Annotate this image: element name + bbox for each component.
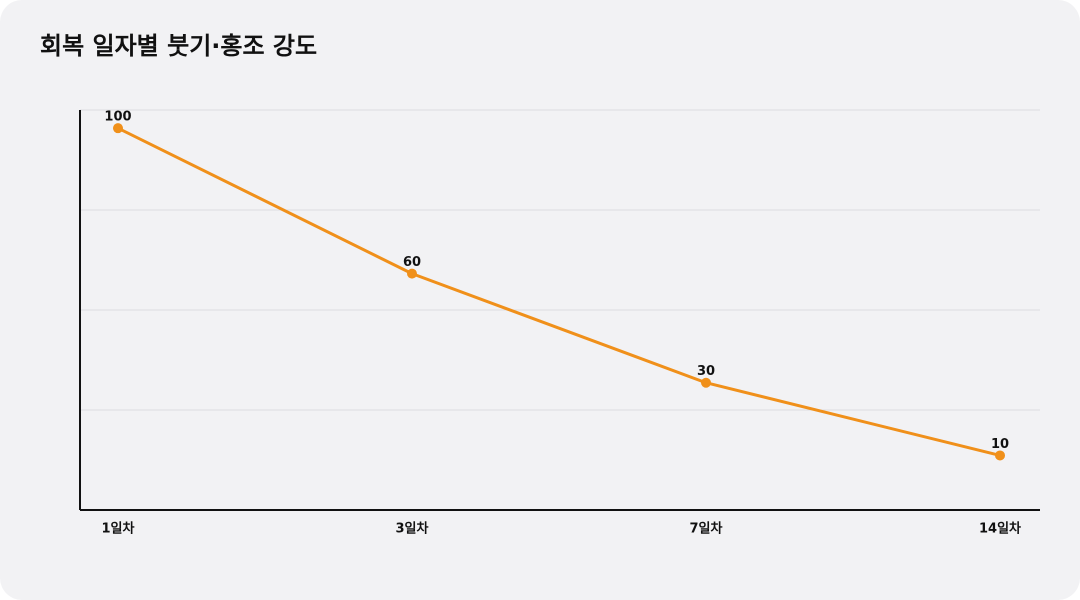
x-tick-label: 7일차: [690, 521, 723, 537]
data-label: 10: [991, 437, 1009, 452]
data-point: [701, 377, 711, 388]
x-tick-label: 14일차: [979, 521, 1021, 537]
data-point: [407, 268, 417, 279]
data-label: 30: [697, 364, 715, 379]
chart-title: 회복 일자별 붓기·홍조 강도: [40, 32, 317, 60]
data-label: 100: [104, 110, 131, 125]
data-line: [117, 126, 1001, 457]
data-point: [995, 450, 1005, 461]
x-tick-label: 1일차: [102, 521, 135, 537]
x-tick-label: 3일차: [396, 521, 429, 537]
data-label: 60: [403, 255, 421, 270]
data-point: [113, 123, 123, 134]
